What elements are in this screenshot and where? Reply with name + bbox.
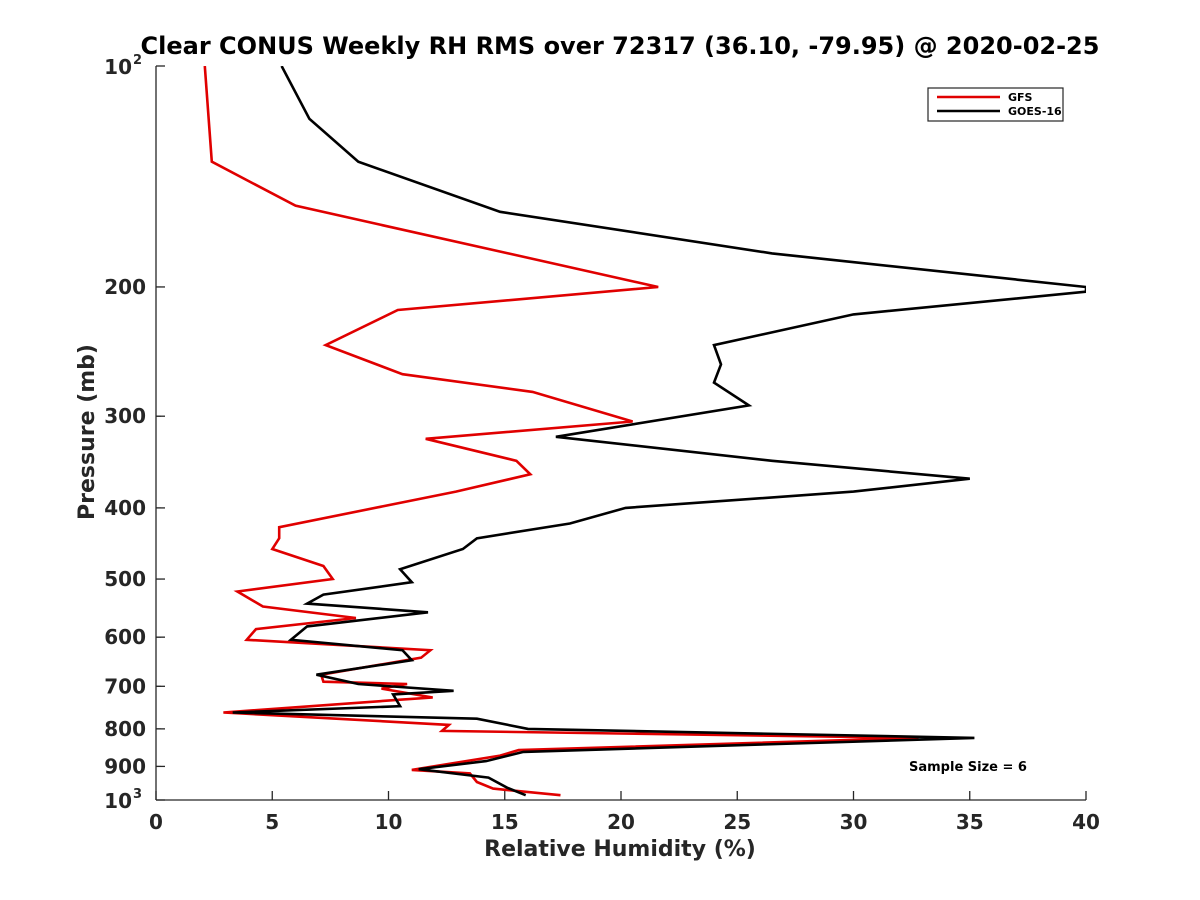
y-tick-label: 400 bbox=[104, 496, 146, 520]
y-tick-label: 700 bbox=[104, 674, 146, 698]
sample-size-annotation: Sample Size = 6 bbox=[909, 760, 1027, 775]
y-tick-exponent: 3 bbox=[133, 787, 142, 802]
x-axis-label: Relative Humidity (%) bbox=[484, 837, 756, 862]
y-tick-label: 900 bbox=[104, 754, 146, 778]
x-tick-label: 25 bbox=[723, 810, 751, 834]
series-line-gfs bbox=[203, 66, 919, 797]
legend-box bbox=[927, 87, 1064, 122]
y-tick-label: 200 bbox=[104, 275, 146, 299]
y-tick-label: 500 bbox=[104, 567, 146, 591]
y-tick-label: 10 bbox=[104, 55, 132, 79]
y-tick-label: 300 bbox=[104, 404, 146, 428]
x-tick-label: 10 bbox=[375, 810, 403, 834]
y-tick-label: 600 bbox=[104, 625, 146, 649]
x-tick-label: 15 bbox=[491, 810, 519, 834]
y-tick-label: 10 bbox=[104, 789, 132, 813]
x-tick-label: 35 bbox=[956, 810, 984, 834]
y-axis-label: Pressure (mb) bbox=[75, 344, 100, 520]
x-tick-label: 20 bbox=[607, 810, 635, 834]
series-line-goes-16 bbox=[232, 66, 1086, 797]
y-tick-label: 800 bbox=[104, 717, 146, 741]
legend-label: GOES-16 bbox=[1008, 105, 1062, 118]
chart-title: Clear CONUS Weekly RH RMS over 72317 (36… bbox=[141, 32, 1100, 60]
x-tick-label: 30 bbox=[840, 810, 868, 834]
x-tick-label: 5 bbox=[265, 810, 279, 834]
legend-label: GFS bbox=[1008, 91, 1033, 104]
x-tick-label: 40 bbox=[1072, 810, 1100, 834]
x-tick-label: 0 bbox=[149, 810, 163, 834]
y-tick-exponent: 2 bbox=[133, 53, 142, 68]
